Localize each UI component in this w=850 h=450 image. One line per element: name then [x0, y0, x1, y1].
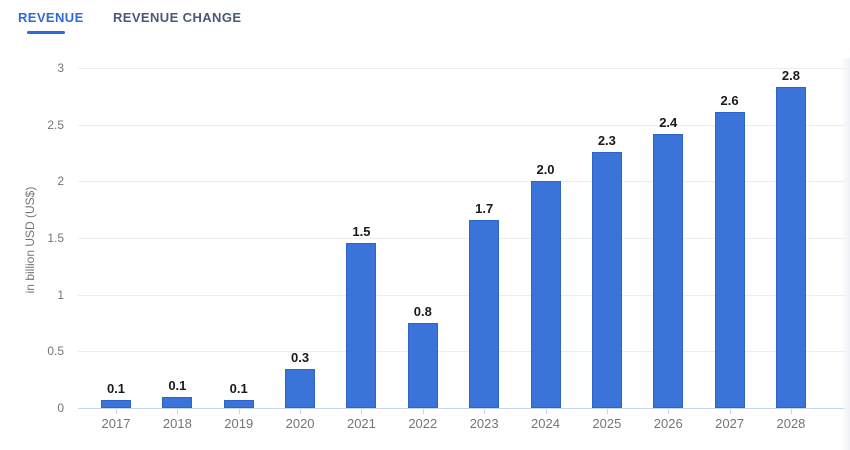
- bar-value-label-2018: 0.1: [168, 377, 187, 393]
- x-tick-label-2024: 2024: [531, 416, 560, 431]
- x-tick-label-2020: 2020: [285, 416, 315, 431]
- bar-value-label-2023: 1.7: [475, 200, 494, 216]
- bar-2024[interactable]: [530, 181, 561, 408]
- axis-tick-2022: [422, 409, 424, 414]
- bar-value-label-2022: 0.8: [413, 304, 432, 319]
- x-tick-label-2018: 2018: [162, 416, 192, 431]
- active-tab-underline: [27, 31, 65, 34]
- gridline: [78, 68, 845, 69]
- y-tick-label: 3: [57, 61, 64, 75]
- bar-2020[interactable]: [285, 369, 316, 408]
- gridline: [78, 351, 845, 353]
- axis-tick-2027: [729, 409, 731, 414]
- axis-tick-2020: [300, 409, 302, 414]
- axis-tick-2021: [361, 409, 363, 414]
- axis-tick-2024: [545, 409, 547, 414]
- x-tick-label-2022: 2022: [408, 416, 438, 431]
- bar-2025[interactable]: [591, 151, 622, 408]
- x-tick-label-2028: 2028: [776, 416, 806, 431]
- x-tick-label-2019: 2019: [224, 416, 254, 431]
- axis-tick-2023: [484, 409, 486, 414]
- y-tick-label: 1: [57, 287, 64, 302]
- x-tick-label-2023: 2023: [469, 416, 499, 431]
- x-tick-label-2027: 2027: [715, 416, 745, 431]
- bar-2017[interactable]: [101, 400, 131, 408]
- bar-2022[interactable]: [407, 323, 438, 408]
- bar-value-label-2026: 2.4: [659, 114, 678, 130]
- y-tick-label: 0: [57, 401, 64, 415]
- gridline: [78, 294, 845, 296]
- axis-tick-2018: [177, 409, 179, 414]
- x-tick-label-2025: 2025: [592, 416, 622, 431]
- gridline: [78, 238, 845, 239]
- axis-tick-2026: [668, 409, 670, 414]
- x-axis-line: [78, 408, 845, 409]
- bar-2021[interactable]: [346, 242, 377, 408]
- axis-tick-2025: [606, 409, 608, 414]
- tab-bar: REVENUE REVENUE CHANGE: [0, 0, 850, 42]
- bar-value-label-2020: 0.3: [291, 350, 310, 366]
- tab-revenue[interactable]: REVENUE: [18, 9, 84, 34]
- bar-value-label-2021: 1.5: [352, 223, 371, 239]
- y-tick-label: 2: [57, 174, 64, 189]
- axis-tick-2017: [116, 409, 117, 414]
- bar-value-label-2019: 0.1: [229, 381, 248, 397]
- x-tick-label-2026: 2026: [653, 416, 683, 431]
- y-tick-label: 2.5: [47, 117, 64, 132]
- tab-revenue-label: REVENUE: [18, 10, 84, 25]
- x-tick-label-2017: 2017: [101, 416, 131, 431]
- bar-2026[interactable]: [653, 133, 684, 408]
- y-tick-label: 1.5: [47, 231, 64, 245]
- bar-value-label-2027: 2.6: [720, 93, 739, 109]
- tab-revenue-change-label: REVENUE CHANGE: [113, 10, 242, 25]
- gridline: [78, 181, 845, 183]
- axis-tick-2028: [790, 409, 792, 414]
- bar-2019[interactable]: [223, 400, 254, 408]
- bar-2018[interactable]: [162, 396, 193, 408]
- axis-tick-2019: [238, 409, 240, 414]
- tab-revenue-change[interactable]: REVENUE CHANGE: [113, 9, 241, 27]
- bar-value-label-2028: 2.8: [781, 68, 800, 84]
- gridline: [78, 124, 845, 126]
- bar-2023[interactable]: [469, 219, 500, 408]
- bar-value-label-2017: 0.1: [106, 381, 126, 397]
- x-tick-label-2021: 2021: [346, 416, 376, 431]
- bar-2028[interactable]: [775, 87, 806, 408]
- bar-2027[interactable]: [714, 112, 745, 408]
- y-tick-label: 0.5: [47, 344, 64, 359]
- bar-value-label-2024: 2.0: [536, 162, 555, 178]
- bar-value-label-2025: 2.3: [597, 132, 616, 148]
